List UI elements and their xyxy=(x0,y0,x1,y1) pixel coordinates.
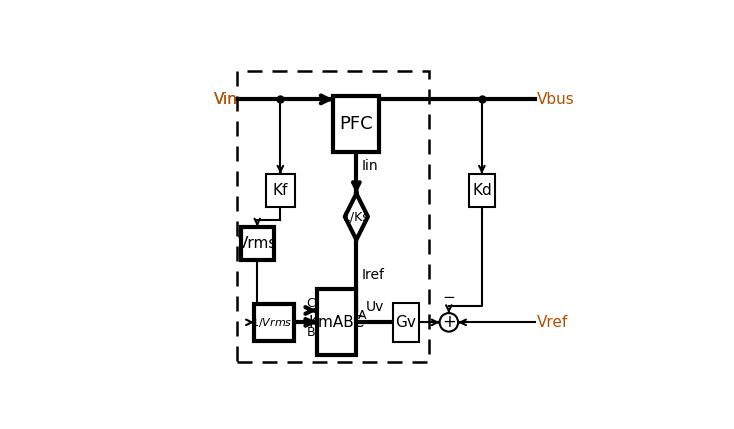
Text: 1/Ks: 1/Ks xyxy=(343,210,370,223)
Text: A: A xyxy=(358,308,366,322)
Text: Vrms: Vrms xyxy=(238,236,277,251)
Text: PFC: PFC xyxy=(340,115,373,133)
Text: Uv: Uv xyxy=(366,300,384,314)
Text: KmABC: KmABC xyxy=(308,315,365,330)
Text: Kd: Kd xyxy=(472,183,492,198)
Text: $1/Vrms^2$: $1/Vrms^2$ xyxy=(250,314,297,331)
Bar xyxy=(254,304,294,341)
Bar xyxy=(266,174,295,207)
Polygon shape xyxy=(345,193,368,240)
Bar xyxy=(241,227,274,260)
Text: Vin: Vin xyxy=(214,92,239,107)
Text: Vin: Vin xyxy=(214,92,239,107)
Text: Iin: Iin xyxy=(361,159,378,173)
Circle shape xyxy=(440,313,458,332)
Text: −: − xyxy=(443,290,455,305)
Text: C: C xyxy=(306,297,315,310)
Bar xyxy=(237,71,429,362)
Text: Gv: Gv xyxy=(396,315,416,330)
Bar xyxy=(393,302,419,342)
Bar xyxy=(333,96,379,152)
Text: B: B xyxy=(306,326,315,339)
Text: Vbus: Vbus xyxy=(537,92,574,107)
Text: Iref: Iref xyxy=(361,268,385,282)
Text: +: + xyxy=(442,313,456,331)
Text: Vref: Vref xyxy=(537,315,567,330)
Bar xyxy=(469,174,495,207)
Text: Kf: Kf xyxy=(273,183,288,198)
Bar xyxy=(316,289,356,355)
